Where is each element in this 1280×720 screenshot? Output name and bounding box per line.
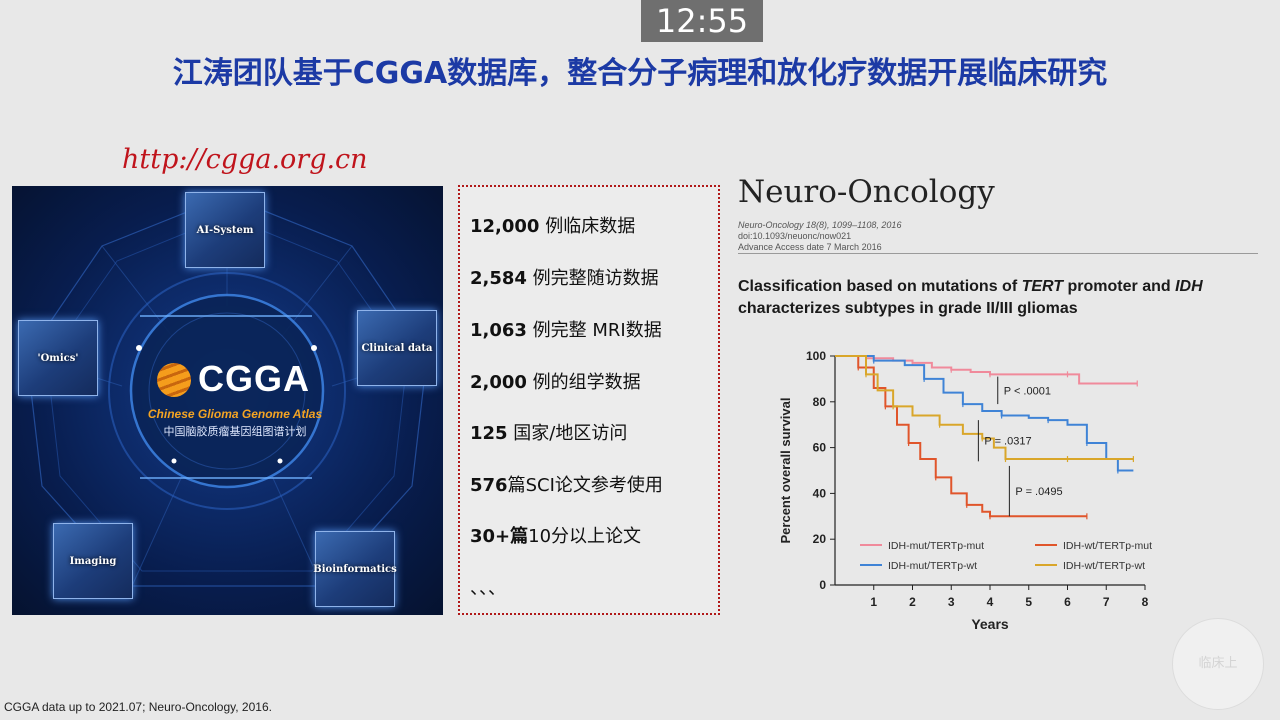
y-tick-label: 20 — [813, 532, 827, 546]
stat-high-if: 30+篇10分以上论文 — [470, 522, 641, 548]
node-imaging-label: Imaging — [69, 555, 117, 567]
survival-curve-2 — [835, 355, 1087, 518]
stat-omics-num: 2,000 — [470, 372, 527, 393]
journal-name: Neuro-Oncology — [738, 174, 995, 210]
stats-box: 12,000 例临床数据 2,584 例完整随访数据 1,063 例完整 MRI… — [458, 185, 720, 615]
stat-followup-num: 2,584 — [470, 268, 527, 289]
x-tick-label: 3 — [948, 595, 955, 609]
y-tick-label: 100 — [806, 349, 826, 363]
p-value-label: P < .0001 — [1004, 385, 1051, 397]
watermark: 临床上 — [1172, 618, 1264, 710]
node-ai-system-label: AI-System — [196, 224, 254, 236]
node-clinical-data-label: Clinical data — [361, 342, 433, 354]
node-bioinformatics: Bioinformatics — [313, 531, 397, 607]
timer-badge: 12:55 — [641, 0, 763, 42]
stat-countries: 125 国家/地区访问 — [470, 419, 627, 445]
x-tick-label: 2 — [909, 595, 916, 609]
y-tick-label: 40 — [813, 486, 827, 500]
paper-title-part: Classification based on mutations of — [738, 278, 1022, 295]
doi-line: doi:10.1093/neuonc/now021 — [738, 231, 852, 241]
cgga-subtitle-zh: 中国脑胶质瘤基因组图谱计划 — [163, 425, 307, 438]
p-value-label: P = .0317 — [984, 436, 1031, 448]
stat-omics: 2,000 例的组学数据 — [470, 368, 641, 394]
citation-line: Neuro-Oncology 18(8), 1099–1108, 2016 — [738, 220, 902, 230]
stat-countries-text: 国家/地区访问 — [507, 423, 628, 444]
survival-curve-1 — [835, 355, 1134, 472]
x-tick-label: 1 — [870, 595, 877, 609]
x-axis-title: Years — [971, 616, 1009, 632]
x-tick-label: 4 — [987, 595, 994, 609]
cgga-subtitle-en: Chinese Glioma Genome Atlas — [147, 407, 323, 421]
y-axis-title: Percent overall survival — [778, 398, 793, 544]
stat-followup: 2,584 例完整随访数据 — [470, 264, 659, 290]
stat-countries-num: 125 — [470, 423, 508, 444]
stat-mri-text: 例完整 MRI数据 — [526, 320, 662, 341]
stat-clinical: 12,000 例临床数据 — [470, 212, 635, 238]
survival-curve-3 — [835, 355, 1134, 461]
node-clinical-data: Clinical data — [357, 310, 437, 386]
stat-mri: 1,063 例完整 MRI数据 — [470, 316, 662, 342]
footnote: CGGA data up to 2021.07; Neuro-Oncology,… — [4, 700, 272, 714]
stat-clinical-num: 12,000 — [470, 216, 540, 237]
node-imaging: Imaging — [53, 523, 133, 599]
paper-title-part: promoter and — [1063, 278, 1176, 295]
paper-title-gene-idh: IDH — [1175, 278, 1203, 295]
cgga-logo-text: CGGA — [198, 358, 310, 399]
stat-followup-text: 例完整随访数据 — [526, 268, 659, 289]
paper-title-gene-tert: TERT — [1021, 278, 1064, 295]
stat-sci-papers-num: 576 — [470, 475, 508, 496]
y-tick-label: 60 — [813, 441, 827, 455]
x-tick-label: 6 — [1064, 595, 1071, 609]
x-tick-label: 7 — [1103, 595, 1110, 609]
divider — [738, 253, 1258, 254]
stat-ellipsis-text: 、、、 — [470, 578, 506, 599]
p-value-label: P = .0495 — [1015, 486, 1062, 498]
y-tick-label: 0 — [819, 578, 826, 592]
slide-title: 江涛团队基于CGGA数据库，整合分子病理和放化疗数据开展临床研究 — [172, 56, 1108, 91]
cgga-logo-icon — [157, 363, 191, 397]
stat-high-if-num: 30+篇 — [470, 526, 529, 547]
legend-label: IDH-mut/TERTp-wt — [888, 560, 977, 572]
stat-high-if-text: 10分以上论文 — [528, 526, 642, 547]
node-omics-label: 'Omics' — [37, 352, 79, 364]
legend-label: IDH-wt/TERTp-mut — [1063, 540, 1152, 552]
paper-title-part: characterizes subtypes in grade II/III g… — [738, 300, 1078, 317]
stat-ellipsis: 、、、 — [470, 574, 506, 600]
cgga-atlas-graphic: AI-System Clinical data Bioinformatics I… — [12, 186, 443, 615]
stat-sci-papers: 576篇SCI论文参考使用 — [470, 471, 663, 497]
access-date-line: Advance Access date 7 March 2016 — [738, 242, 882, 252]
stat-clinical-text: 例临床数据 — [539, 216, 636, 237]
paper-title: Classification based on mutations of TER… — [738, 276, 1268, 320]
legend-label: IDH-mut/TERTp-mut — [888, 540, 984, 552]
node-omics: 'Omics' — [18, 320, 98, 396]
node-bioinformatics-label: Bioinformatics — [313, 563, 397, 575]
x-tick-label: 5 — [1025, 595, 1032, 609]
node-ai-system: AI-System — [185, 192, 265, 268]
stat-omics-text: 例的组学数据 — [526, 372, 641, 393]
x-tick-label: 8 — [1142, 595, 1149, 609]
stat-mri-num: 1,063 — [470, 320, 527, 341]
legend-label: IDH-wt/TERTp-wt — [1063, 560, 1145, 572]
y-tick-label: 80 — [813, 395, 827, 409]
stat-sci-papers-text: 篇SCI论文参考使用 — [507, 475, 663, 496]
cgga-url[interactable]: http://cgga.org.cn — [122, 144, 368, 175]
